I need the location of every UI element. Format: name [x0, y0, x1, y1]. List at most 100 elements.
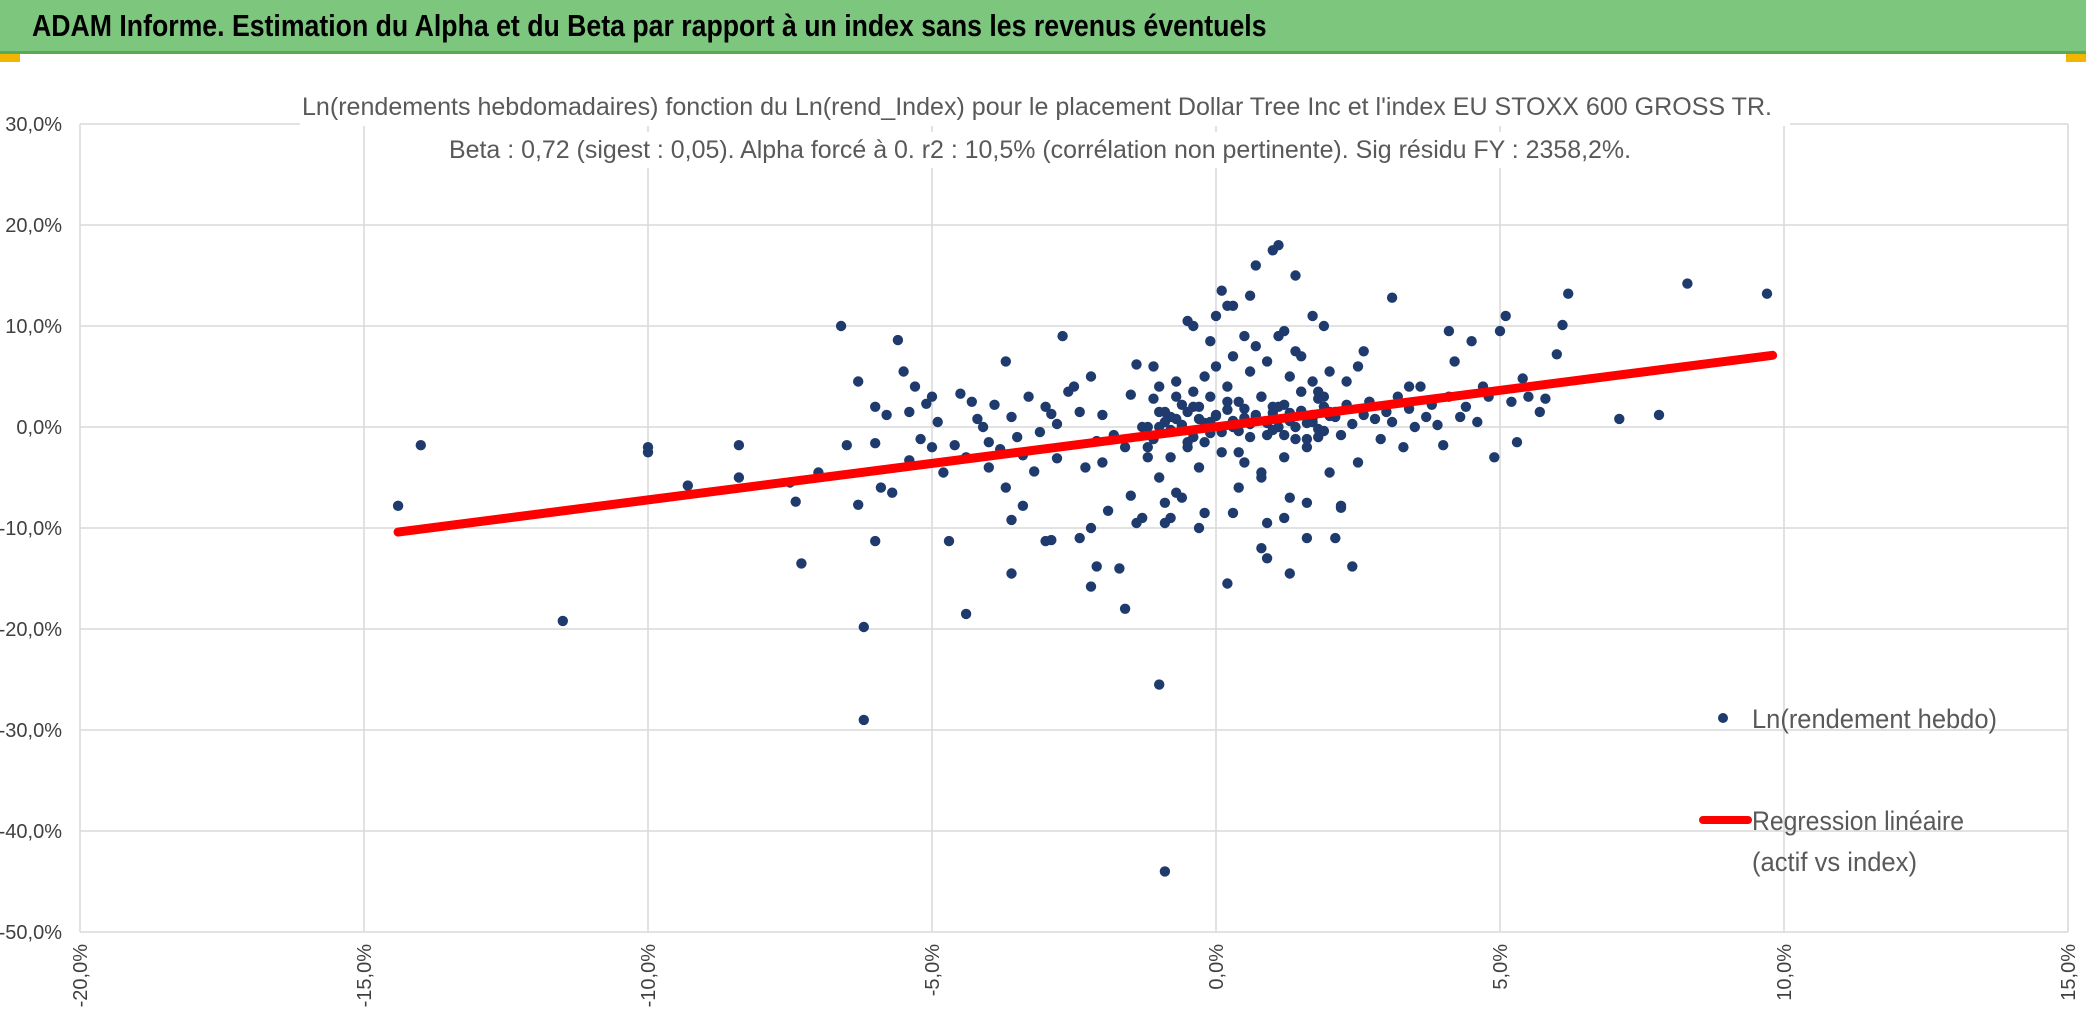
data-point	[1205, 336, 1216, 347]
x-tick-labels: -20,0% -15,0% -10,0% -5,0% 0,0% 5,0% 10,0% 15,0…	[70, 944, 2080, 1008]
data-point	[1159, 406, 1171, 418]
data-point	[1290, 270, 1301, 281]
data-point	[1352, 457, 1364, 468]
data-point	[1137, 421, 1148, 433]
data-point	[1097, 409, 1108, 421]
data-point	[1006, 411, 1017, 423]
legend-label-line-2: (actif vs index)	[1752, 847, 1917, 877]
data-point	[983, 462, 994, 473]
data-point	[1222, 404, 1233, 415]
data-point	[1301, 532, 1313, 544]
data-point	[989, 399, 1000, 410]
data-point	[1540, 393, 1551, 404]
data-point	[1159, 517, 1171, 529]
data-point	[1398, 442, 1409, 453]
data-point	[1557, 319, 1568, 331]
data-point	[972, 413, 983, 425]
data-point	[1500, 310, 1511, 322]
data-point	[1154, 679, 1165, 690]
data-point	[1080, 462, 1091, 473]
y-tick-label: -10,0%	[0, 518, 62, 540]
y-tick-label: -50,0%	[0, 922, 62, 944]
data-point	[1563, 288, 1574, 299]
data-point	[1449, 356, 1460, 367]
data-point	[1335, 429, 1347, 441]
data-point	[682, 480, 693, 491]
data-point	[1006, 568, 1017, 579]
data-point	[1455, 411, 1466, 423]
data-point	[1125, 490, 1137, 501]
data-point	[1347, 561, 1358, 572]
data-point	[1205, 391, 1216, 402]
x-tick-label: -20,0%	[70, 944, 92, 1008]
data-point	[1256, 472, 1267, 483]
x-tick-label: 5,0%	[1490, 944, 1512, 990]
data-point	[1068, 381, 1080, 392]
data-point	[642, 447, 654, 458]
regression-line	[393, 350, 1778, 537]
data-point	[1375, 433, 1386, 445]
data-point	[1040, 401, 1051, 412]
data-point	[1074, 406, 1085, 418]
data-point	[1051, 418, 1063, 430]
data-point	[1534, 406, 1546, 418]
data-point	[1386, 292, 1398, 303]
data-point	[1233, 447, 1244, 458]
data-point	[1358, 346, 1369, 357]
data-point	[1085, 581, 1097, 592]
data-points	[392, 240, 1773, 877]
data-point	[1472, 416, 1483, 428]
data-point	[415, 440, 426, 451]
data-point	[1386, 416, 1398, 428]
chart-subtitle: Beta : 0,72 (sigest : 0,05). Alpha forcé…	[449, 136, 1631, 164]
data-point	[1403, 381, 1415, 392]
data-point	[1222, 381, 1233, 392]
data-point	[1193, 522, 1205, 534]
grid-lines	[79, 123, 2069, 933]
data-point	[1171, 376, 1182, 387]
data-point	[938, 467, 949, 478]
data-point	[898, 366, 909, 377]
data-point	[1466, 336, 1477, 347]
report-banner: ADAM Informe. Estimation du Alpha et du …	[0, 0, 2086, 54]
data-point	[1614, 413, 1625, 425]
data-point	[1511, 437, 1523, 448]
x-tick-label: -5,0%	[922, 944, 944, 996]
data-point	[1551, 349, 1563, 360]
data-point	[926, 442, 938, 453]
data-point	[1199, 371, 1210, 382]
x-tick-label: 10,0%	[1774, 944, 1796, 1001]
data-point	[1369, 413, 1381, 425]
y-tick-label: 0,0%	[16, 417, 62, 439]
data-point	[1517, 373, 1528, 384]
data-point	[870, 438, 881, 449]
data-point	[1159, 497, 1171, 508]
data-point	[1250, 341, 1262, 352]
data-point	[1296, 386, 1307, 397]
data-point	[1102, 505, 1114, 516]
data-point	[1154, 381, 1165, 392]
x-tick-label: 0,0%	[1206, 944, 1228, 990]
legend: Ln(rendement hebdo) Regression linéaire …	[1699, 704, 1997, 877]
data-point	[1279, 512, 1290, 524]
data-point	[1159, 866, 1171, 877]
data-point	[1176, 399, 1188, 410]
data-point	[887, 487, 898, 498]
data-point	[1114, 563, 1125, 574]
data-point	[1239, 330, 1250, 342]
data-point	[1284, 568, 1296, 579]
data-point	[960, 608, 972, 620]
data-point	[892, 334, 904, 346]
data-point	[841, 440, 852, 451]
regression-line-layer	[393, 350, 1778, 537]
data-point	[1324, 366, 1335, 377]
data-point	[1142, 442, 1154, 453]
data-point	[1267, 401, 1279, 412]
data-point	[1216, 447, 1227, 458]
data-point	[1210, 361, 1222, 372]
data-point	[1051, 453, 1063, 464]
data-point	[1119, 442, 1131, 453]
data-point	[1653, 409, 1665, 421]
data-point	[1301, 497, 1313, 508]
data-point	[1261, 553, 1273, 564]
